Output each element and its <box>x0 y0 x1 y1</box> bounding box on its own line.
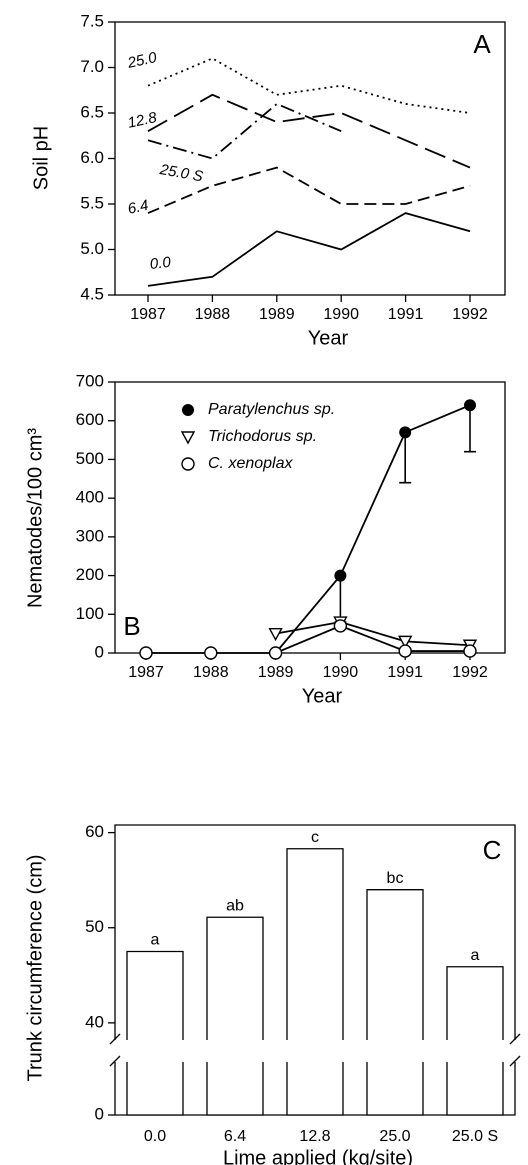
x-axis-label: Year <box>302 685 343 707</box>
marker <box>463 644 477 658</box>
bar-letter: a <box>151 932 160 949</box>
axis-break <box>109 1033 121 1067</box>
x-tick-label: 12.8 <box>299 1128 330 1145</box>
bar-letter: ab <box>226 897 244 914</box>
y-tick-label: 60 <box>85 822 104 841</box>
x-tick-label: 25.0 <box>379 1128 410 1145</box>
x-tick-label: 1988 <box>193 664 229 681</box>
x-tick-label: 1989 <box>258 664 294 681</box>
series-line <box>147 93 471 169</box>
x-tick-label: 1989 <box>259 306 295 323</box>
line-label: 0.0 <box>149 254 172 273</box>
y-tick-label: 600 <box>76 410 104 429</box>
y-tick-label: 50 <box>85 917 104 936</box>
error-bar <box>464 405 476 453</box>
series-line <box>146 624 470 654</box>
marker <box>398 644 412 658</box>
bar <box>446 966 504 1040</box>
y-tick-label: 0 <box>95 1104 104 1123</box>
y-axis-label: Trunk circumference (cm) <box>24 854 46 1081</box>
y-tick-label: 40 <box>85 1012 104 1031</box>
y-tick-label: 7.5 <box>80 11 104 30</box>
y-tick-label: 200 <box>76 565 104 584</box>
y-tick-label: 4.5 <box>80 284 104 303</box>
marker <box>139 646 153 660</box>
x-tick-label: 1991 <box>388 306 424 323</box>
legend-label: Paratylenchus sp. <box>208 401 335 418</box>
plot-frame <box>114 381 506 654</box>
marker <box>268 627 283 642</box>
x-tick-label: 1992 <box>452 306 488 323</box>
line-label: 25.0 <box>125 49 159 72</box>
bar-letter: bc <box>387 870 404 887</box>
line-label: 6.4 <box>126 197 150 218</box>
series-line <box>147 57 471 114</box>
line-label: 25.0 S <box>158 161 205 185</box>
y-tick-label: 5.0 <box>80 239 104 258</box>
y-tick-label: 5.5 <box>80 193 104 212</box>
axis-break <box>509 1033 521 1067</box>
panel-letter: C <box>483 835 502 865</box>
series-line <box>275 621 471 647</box>
marker <box>398 635 413 649</box>
panel-letter: A <box>473 29 491 59</box>
marker <box>181 457 195 471</box>
y-tick-label: 6.0 <box>80 148 104 167</box>
error-bar <box>399 432 412 484</box>
series-line <box>147 212 471 287</box>
y-tick-label: 400 <box>76 488 104 507</box>
y-axis-label: Soil pH <box>30 126 52 190</box>
bar <box>366 889 424 1040</box>
bar <box>286 848 344 1040</box>
marker <box>204 646 218 660</box>
line-label: 12.8 <box>126 109 159 132</box>
x-tick-label: 1990 <box>323 664 359 681</box>
series-line <box>147 166 471 214</box>
panel-letter: B <box>123 611 140 641</box>
marker <box>268 646 283 660</box>
marker <box>464 399 476 412</box>
y-tick-label: 700 <box>76 371 104 390</box>
y-tick-label: 100 <box>76 604 104 623</box>
x-axis-label: Year <box>308 327 349 349</box>
x-tick-label: 6.4 <box>224 1128 246 1145</box>
x-tick-label: 25.0 S <box>452 1128 498 1145</box>
bar-lower <box>366 1062 424 1116</box>
y-tick-label: 300 <box>76 526 104 545</box>
bar-lower <box>126 1062 184 1116</box>
x-axis-label: Lime applied (kg/site) <box>223 1147 413 1165</box>
x-tick-label: 0.0 <box>144 1128 166 1145</box>
x-tick-label: 1987 <box>130 306 166 323</box>
y-tick-label: 6.5 <box>80 102 104 121</box>
x-tick-label: 1992 <box>452 664 488 681</box>
y-tick-label: 500 <box>76 449 104 468</box>
bar <box>126 950 184 1040</box>
marker <box>334 569 347 582</box>
series-line <box>274 404 471 654</box>
marker <box>180 431 196 445</box>
series-line <box>147 102 342 160</box>
bar-letter: a <box>471 947 480 964</box>
x-tick-label: 1991 <box>387 664 423 681</box>
plot-frame <box>114 21 506 296</box>
bar-lower <box>286 1062 344 1116</box>
bar-lower <box>206 1062 264 1116</box>
error-bar <box>334 575 347 623</box>
x-tick-label: 1987 <box>128 664 164 681</box>
marker <box>333 619 348 633</box>
legend-label: Trichodorus sp. <box>208 428 317 445</box>
y-tick-label: 0 <box>95 642 104 661</box>
bar-letter: c <box>311 829 319 846</box>
marker <box>182 404 194 416</box>
y-tick-label: 7.0 <box>80 57 104 76</box>
marker <box>399 426 412 439</box>
x-tick-label: 1988 <box>195 306 231 323</box>
y-axis-label: Nematodes/100 cm³ <box>24 428 46 608</box>
legend-label: C. xenoplax <box>208 455 293 472</box>
bar-lower <box>446 1062 504 1116</box>
bar <box>206 916 264 1040</box>
x-tick-label: 1990 <box>323 306 359 323</box>
